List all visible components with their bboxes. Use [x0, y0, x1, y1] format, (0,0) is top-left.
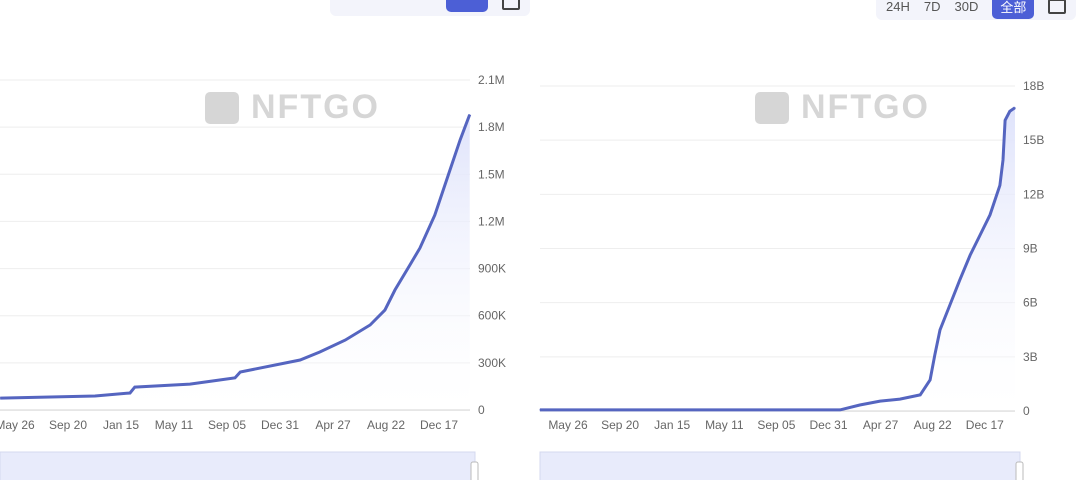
- data-point: [969, 254, 971, 256]
- y-tick-label: 3B: [1023, 350, 1038, 364]
- data-point: [299, 359, 301, 361]
- slider-handle[interactable]: [1015, 461, 1024, 480]
- data-point: [319, 351, 321, 353]
- x-tick-label: Sep 05: [757, 418, 795, 432]
- x-tick-label: May 11: [705, 418, 744, 432]
- x-tick-label: Dec 31: [809, 418, 847, 432]
- data-point: [234, 377, 236, 379]
- data-point: [1004, 119, 1006, 121]
- y-tick-label: 6B: [1023, 296, 1038, 310]
- data-point: [369, 324, 371, 326]
- range-button-all[interactable]: 全部: [992, 0, 1035, 19]
- x-tick-label: Sep 20: [601, 418, 639, 432]
- data-point: [1009, 110, 1011, 112]
- y-tick-label: 2.1M: [478, 73, 505, 87]
- y-tick-label: 9B: [1023, 242, 1038, 256]
- data-point: [469, 114, 471, 116]
- x-tick-label: Dec 17: [966, 418, 1004, 432]
- data-point: [459, 139, 461, 141]
- range-slider[interactable]: [0, 451, 476, 480]
- data-point: [879, 400, 881, 402]
- y-tick-label: 0: [1023, 404, 1030, 418]
- watermark-nftgo: NFTGO: [251, 88, 380, 126]
- data-point: [979, 234, 981, 236]
- y-tick-label: 1.8M: [478, 120, 505, 134]
- x-tick-label: Apr 27: [863, 418, 899, 432]
- series-area: [0, 114, 470, 410]
- y-tick-label: 12B: [1023, 187, 1044, 201]
- y-tick-label: 300K: [478, 356, 506, 370]
- x-tick-label: Apr 27: [315, 418, 351, 432]
- data-point: [839, 409, 841, 411]
- x-tick-label: Aug 22: [914, 418, 952, 432]
- nftgo-logo-icon: [755, 92, 789, 124]
- y-tick-label: 15B: [1023, 133, 1044, 147]
- nftgo-logo-icon: [205, 92, 239, 124]
- calendar-icon[interactable]: [502, 0, 520, 10]
- data-point: [384, 309, 386, 311]
- data-point: [934, 354, 936, 356]
- x-tick-label: Sep 20: [49, 418, 87, 432]
- data-point: [999, 184, 1001, 186]
- x-tick-label: May 11: [155, 418, 194, 432]
- data-point: [239, 371, 241, 373]
- range-button-7d[interactable]: 7D: [923, 0, 941, 14]
- data-point: [394, 289, 396, 291]
- calendar-icon[interactable]: [1048, 0, 1067, 14]
- data-point: [859, 404, 861, 406]
- x-tick-label: May 26: [0, 418, 35, 432]
- x-tick-label: Sep 05: [208, 418, 246, 432]
- data-point: [929, 379, 931, 381]
- data-point: [0, 397, 1, 399]
- data-point: [129, 392, 131, 394]
- data-point: [189, 383, 191, 385]
- x-tick-label: Dec 17: [420, 418, 458, 432]
- range-button-24h[interactable]: 24H: [886, 0, 910, 14]
- data-point: [1014, 107, 1016, 109]
- x-tick-label: May 26: [548, 418, 588, 432]
- y-tick-label: 0: [478, 403, 485, 417]
- data-point: [434, 214, 436, 216]
- data-point: [344, 339, 346, 341]
- range-button-30d[interactable]: 30D: [954, 0, 979, 14]
- range-toolbar-left: [330, 0, 530, 16]
- y-tick-label: 1.5M: [478, 167, 505, 181]
- range-slider[interactable]: [539, 451, 1021, 480]
- data-point: [949, 304, 951, 306]
- data-point: [449, 169, 451, 171]
- range-button-all[interactable]: [446, 0, 488, 12]
- data-point: [419, 247, 421, 249]
- data-point: [939, 329, 941, 331]
- data-point: [1002, 159, 1004, 161]
- data-point: [539, 409, 541, 411]
- data-point: [919, 394, 921, 396]
- y-tick-label: 1.2M: [478, 214, 505, 228]
- data-point: [134, 386, 136, 388]
- series-area: [539, 107, 1016, 411]
- data-point: [989, 214, 991, 216]
- x-tick-label: Aug 22: [367, 418, 405, 432]
- x-tick-label: Dec 31: [261, 418, 299, 432]
- data-point: [899, 398, 901, 400]
- range-toolbar-right: 24H 7D 30D 全部: [876, 0, 1077, 20]
- slider-handle[interactable]: [470, 461, 479, 480]
- y-tick-label: 600K: [478, 309, 506, 323]
- data-point: [959, 279, 961, 281]
- x-tick-label: Jan 15: [103, 418, 139, 432]
- data-point: [94, 395, 96, 397]
- watermark-nftgo: NFTGO: [801, 88, 930, 126]
- y-tick-label: 18B: [1023, 79, 1044, 93]
- y-tick-label: 900K: [478, 262, 506, 276]
- x-tick-label: Jan 15: [654, 418, 690, 432]
- data-point: [409, 264, 411, 266]
